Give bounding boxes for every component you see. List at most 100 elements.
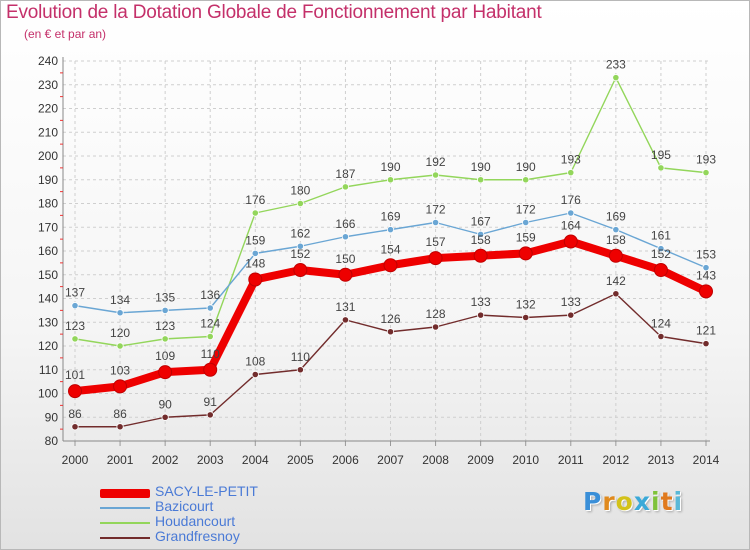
x-tick-label: 2000 [62, 453, 89, 467]
data-point [341, 183, 350, 191]
y-tick-label: 210 [38, 125, 58, 139]
data-label: 91 [204, 395, 218, 409]
x-tick-label: 2009 [467, 453, 494, 467]
data-label: 124 [651, 317, 671, 331]
y-tick-label: 230 [38, 78, 58, 92]
data-label: 166 [335, 217, 355, 231]
x-tick-label: 2006 [332, 453, 359, 467]
x-tick-label: 2010 [512, 453, 539, 467]
data-label: 132 [516, 298, 536, 312]
y-tick-label: 140 [38, 292, 58, 306]
data-label: 159 [516, 230, 536, 244]
legend-label-sacy: SACY-LE-PETIT [155, 483, 258, 499]
data-point [612, 290, 620, 298]
data-label: 90 [158, 397, 172, 411]
data-label: 176 [561, 193, 581, 207]
data-point [206, 304, 214, 312]
data-label: 126 [380, 312, 400, 326]
data-label: 110 [201, 347, 220, 361]
data-point [251, 370, 259, 379]
data-label: 128 [426, 307, 446, 321]
data-label: 195 [651, 148, 671, 162]
series-sacy-le-petit: 101 103 109 110 148 152 150 154 157 158 159 164 158 1… [65, 219, 716, 399]
data-label: 137 [65, 286, 85, 300]
data-label: 190 [516, 160, 536, 174]
logo-letter: x [633, 487, 651, 516]
data-point [522, 218, 530, 227]
data-point [522, 176, 530, 184]
data-point [71, 302, 79, 310]
y-tick-label: 180 [38, 197, 58, 211]
y-tick-label: 110 [39, 363, 58, 377]
data-point [251, 209, 259, 217]
data-label: 110 [291, 350, 310, 364]
data-point [296, 366, 304, 374]
data-point [567, 209, 575, 217]
data-label: 158 [606, 233, 626, 247]
data-point [699, 284, 713, 299]
proxiti-logo: Proxiti [583, 487, 683, 516]
data-point [206, 332, 214, 341]
data-label: 154 [380, 242, 400, 256]
data-label: 152 [651, 247, 671, 261]
data-point [338, 267, 353, 282]
y-tick-label: 90 [45, 410, 59, 424]
data-label: 134 [110, 293, 130, 307]
data-label: 131 [335, 300, 355, 314]
logo-letter: P [583, 487, 603, 516]
y-tick-label: 80 [45, 434, 59, 448]
x-tick-label: 2007 [377, 453, 404, 467]
y-tick-label: 240 [38, 54, 58, 68]
data-point [383, 258, 398, 273]
legend-label-bazicourt: Bazicourt [155, 498, 214, 514]
legend-label-grandfresnoy: Grandfresnoy [155, 528, 240, 544]
data-label: 172 [426, 203, 446, 217]
y-tick-label: 120 [38, 339, 58, 353]
data-point [657, 332, 665, 341]
data-point [567, 169, 575, 177]
x-tick-label: 2011 [558, 453, 584, 467]
data-point [477, 311, 485, 319]
data-label: 103 [110, 363, 130, 377]
data-label: 108 [245, 355, 265, 369]
data-point [702, 264, 710, 272]
data-point [341, 233, 350, 241]
data-point [477, 230, 485, 238]
data-point [386, 176, 395, 184]
data-point [477, 176, 485, 184]
series-houdancourt: 123 120 123 124 176 180 187 190 192 190 190 193 233 1… [65, 58, 716, 350]
legend-label-houdancourt: Houdancourt [155, 513, 236, 529]
y-tick-label: 170 [38, 220, 58, 234]
data-label: 109 [155, 349, 175, 363]
legend-swatch-houdancourt [100, 521, 150, 524]
data-point [158, 365, 173, 380]
y-tick-label: 130 [38, 315, 58, 329]
data-point [428, 251, 443, 266]
y-tick-label: 150 [38, 268, 58, 282]
legend-swatch-grandfresnoy [100, 536, 150, 539]
data-label: 133 [561, 295, 581, 309]
data-point [518, 246, 533, 261]
data-point [248, 272, 263, 287]
data-point [71, 423, 79, 431]
data-label: 176 [245, 193, 265, 207]
data-point [71, 335, 79, 343]
data-point [612, 226, 620, 234]
data-label: 157 [426, 235, 446, 249]
data-point [608, 248, 623, 263]
x-tick-label: 2004 [242, 453, 269, 467]
data-point [68, 384, 82, 399]
data-point [386, 226, 395, 234]
data-point [161, 335, 169, 343]
data-label: 159 [245, 233, 265, 247]
data-label: 143 [696, 268, 716, 282]
legend-swatch-sacy [100, 488, 150, 498]
data-label: 120 [110, 326, 130, 340]
series-bazicourt: 137 134 135 136 159 162 166 169 172 167 172 176 169 1… [65, 193, 716, 317]
data-label: 180 [290, 184, 310, 198]
data-label: 192 [426, 155, 446, 169]
data-label: 172 [516, 203, 536, 217]
data-point [206, 411, 214, 419]
data-label: 190 [380, 160, 400, 174]
data-point [296, 199, 304, 208]
